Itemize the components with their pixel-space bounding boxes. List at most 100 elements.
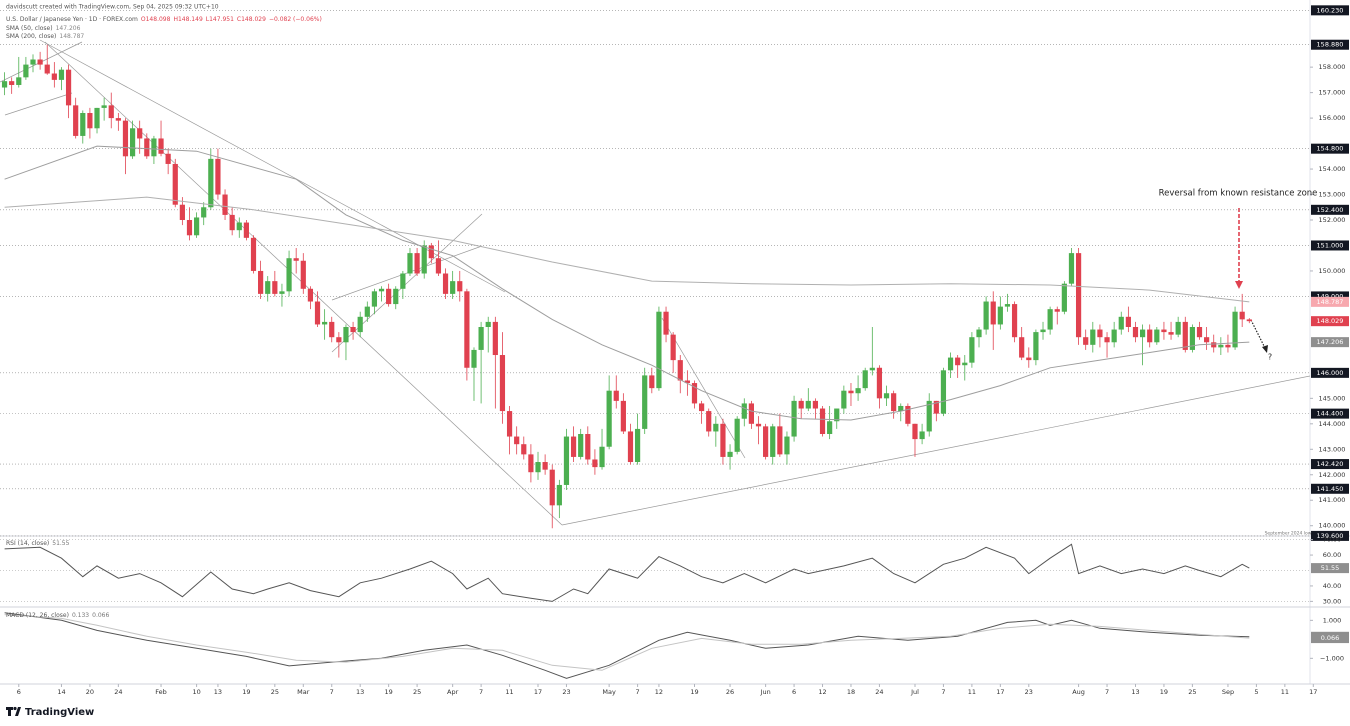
candle-body — [23, 64, 29, 78]
x-tick-label: 17 — [996, 688, 1004, 696]
candle-body — [1139, 329, 1146, 338]
candle-body — [940, 370, 947, 414]
x-tick-label: Feb — [155, 688, 167, 696]
candle-body — [1225, 344, 1231, 348]
last-value-label: 51.55 — [1321, 564, 1340, 572]
candle-body — [243, 222, 249, 238]
x-tick-label: 23 — [562, 688, 570, 696]
series-line — [4, 543, 1250, 602]
level-box — [1311, 240, 1349, 251]
indicator-value: 51.55 — [52, 540, 69, 547]
candle-body — [670, 334, 676, 361]
candle-body — [1147, 329, 1153, 343]
x-tick-label: 18 — [847, 688, 855, 696]
candle-body — [834, 408, 840, 422]
x-tick-label: 19 — [242, 688, 250, 696]
candle-body — [791, 400, 797, 437]
candle-body — [407, 253, 413, 274]
projection-arrow — [1250, 319, 1266, 349]
candle-body — [734, 418, 740, 452]
candle-body — [876, 367, 883, 399]
ohlc-value: L147.951 — [206, 16, 234, 23]
y-tick-label: 143.000 — [1319, 445, 1346, 453]
candle-body — [748, 403, 754, 424]
y-tick-label: 70.00 — [1323, 536, 1342, 544]
series-line — [4, 145, 1250, 421]
x-tick-label: 12 — [655, 688, 663, 696]
level-label: 152.400 — [1317, 206, 1344, 214]
candle-body — [784, 436, 790, 455]
candle-body — [912, 423, 918, 440]
candle-body — [1168, 332, 1174, 335]
candle-body — [44, 64, 50, 74]
series-line — [4, 196, 1250, 303]
candle-body — [329, 321, 335, 338]
candle-body — [620, 400, 626, 432]
candle-body — [677, 360, 683, 381]
y-tick-label: 141.000 — [1319, 496, 1346, 504]
x-tick-label: 7 — [479, 688, 483, 696]
x-tick-label: Apr — [447, 688, 459, 696]
candle-body — [983, 301, 989, 330]
level-box — [1311, 5, 1349, 16]
trendline — [561, 375, 1311, 526]
candle-body — [464, 291, 470, 368]
candle-body — [1083, 337, 1089, 345]
candle-body — [1, 81, 8, 88]
candle-body — [1182, 321, 1188, 350]
ohlc-value: O148.098 — [141, 16, 171, 23]
y-tick-label: 145.000 — [1319, 394, 1346, 402]
candle-body — [16, 77, 22, 85]
symbol: U.S. Dollar / Japanese Yen · 1D · FOREX.… — [6, 16, 138, 23]
candle-body — [471, 349, 477, 368]
candle-body — [122, 120, 129, 157]
candle-body — [115, 118, 121, 121]
y-tick-label: 1.000 — [1323, 616, 1342, 624]
candle-body — [627, 431, 634, 463]
candle-body — [1175, 321, 1181, 335]
candle-body — [535, 462, 541, 473]
candle-body — [364, 306, 370, 317]
x-tick-label: 13 — [1131, 688, 1139, 696]
level-box — [1311, 39, 1349, 50]
y-tick-label: 140.000 — [1319, 522, 1346, 530]
candle-body — [73, 105, 79, 136]
candle-body — [499, 355, 506, 412]
candle-body — [613, 390, 619, 401]
candle-body — [336, 337, 342, 343]
candle-body — [827, 421, 833, 434]
candle-body — [250, 237, 257, 271]
candle-body — [1047, 309, 1053, 330]
candle-body — [1125, 316, 1131, 327]
y-tick-label: 30.00 — [1323, 597, 1342, 605]
candle-body — [80, 113, 86, 136]
candle-body — [1061, 283, 1067, 312]
candle-body — [1239, 311, 1245, 320]
brand: TradingView — [25, 707, 94, 718]
candle-body — [634, 428, 641, 463]
candle-body — [386, 288, 392, 305]
candle-body — [720, 423, 726, 457]
x-tick-label: Jul — [910, 688, 919, 696]
level-box — [1311, 408, 1349, 419]
candle-body — [570, 436, 577, 457]
candle-body — [1218, 344, 1224, 348]
candle-body — [151, 138, 157, 157]
level-label: 144.400 — [1317, 410, 1344, 418]
candle-body — [1111, 329, 1117, 343]
y-tick-label: 152.000 — [1319, 216, 1346, 224]
candle-body — [442, 273, 449, 294]
candle-body — [307, 288, 314, 302]
candle-body — [435, 258, 442, 274]
candle-body — [905, 405, 911, 424]
candle-body — [514, 436, 520, 445]
candle-body — [955, 357, 961, 366]
candle-body — [919, 431, 925, 440]
series-line — [4, 612, 1250, 679]
candle-body — [286, 258, 292, 292]
x-tick-label: 25 — [1188, 688, 1196, 696]
candle-body — [450, 281, 456, 294]
candle-body — [812, 400, 819, 409]
candle-body — [414, 253, 420, 274]
